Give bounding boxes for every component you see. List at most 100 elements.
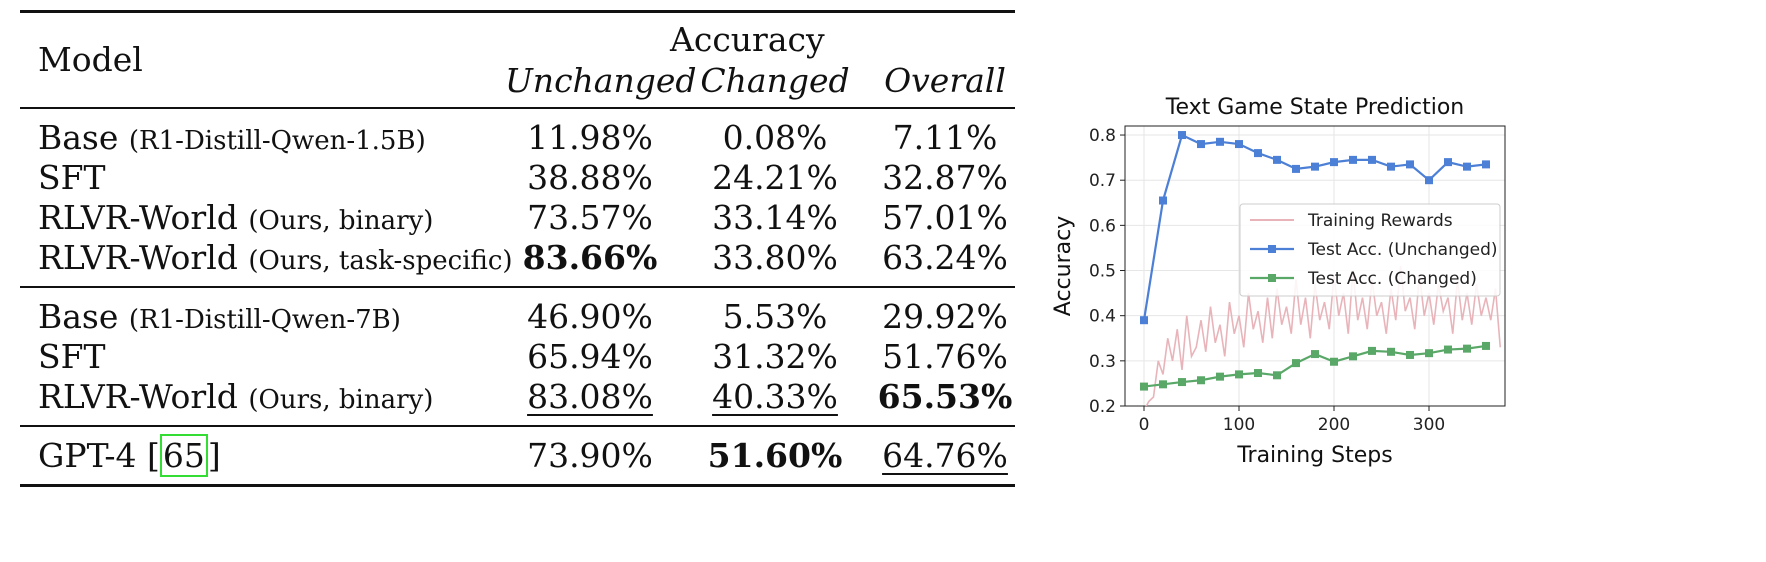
plot-frame (1124, 125, 1506, 407)
x-tick-label: 100 (1223, 415, 1255, 435)
legend-marker (1268, 245, 1276, 253)
table-cell-overall: 51.76% (882, 337, 1008, 376)
model-name: SFT (38, 158, 106, 197)
header-rule (20, 107, 1015, 109)
table-cell-unchanged: 38.88% (527, 158, 653, 197)
data-point-test-acc-unchanged (1159, 196, 1167, 205)
data-point-test-acc-unchanged (1292, 164, 1300, 173)
model-name: GPT-4 (38, 436, 147, 475)
data-point-test-acc-unchanged (1349, 155, 1357, 164)
table-cell-unchanged: 83.66% (522, 238, 658, 277)
results-table: Model Accuracy Unchanged Changed Overall Base… (20, 10, 1020, 490)
data-point-test-acc-unchanged (1482, 160, 1490, 169)
legend-label: Training Rewards (1307, 211, 1453, 231)
model-name: RLVR-World (38, 198, 238, 237)
table-cell-overall: 57.01% (882, 198, 1008, 237)
table-cell-unchanged: 73.90% (527, 436, 653, 475)
data-point-test-acc-changed (1406, 350, 1414, 359)
model-note: (Ours, binary) (248, 385, 434, 415)
top-rule (20, 10, 1015, 13)
data-point-test-acc-changed (1368, 346, 1376, 355)
column-header-unchanged: Unchanged (505, 61, 697, 100)
x-tick-label: 0 (1139, 415, 1150, 435)
data-point-test-acc-changed (1292, 359, 1300, 368)
table-row-model: SFT (38, 340, 106, 373)
data-point-test-acc-unchanged (1368, 155, 1376, 164)
y-tick-label: 0.6 (1089, 216, 1116, 236)
legend-box (1239, 203, 1501, 297)
model-name: Base (38, 297, 119, 336)
table-cell-overall: 63.24% (882, 238, 1008, 277)
series-line-training-rewards (1145, 265, 1502, 406)
data-point-test-acc-changed (1349, 352, 1357, 361)
table-cell-unchanged: 11.98% (527, 118, 653, 157)
table-cell-unchanged: 65.94% (527, 337, 653, 376)
table-row-model: Base (R1-Distill-Qwen-7B) (38, 300, 401, 333)
table-cell-changed: 5.53% (722, 297, 828, 336)
data-point-test-acc-unchanged (1197, 140, 1205, 149)
data-point-test-acc-changed (1330, 357, 1338, 366)
y-tick-label: 0.2 (1089, 397, 1116, 417)
model-note: (Ours, binary) (248, 206, 434, 236)
data-point-test-acc-changed (1140, 382, 1148, 391)
table-cell-overall: 7.11% (892, 118, 998, 157)
table-cell-changed: 31.32% (712, 337, 838, 376)
data-point-test-acc-unchanged (1235, 140, 1243, 149)
data-point-test-acc-unchanged (1463, 162, 1471, 171)
data-point-test-acc-unchanged (1273, 155, 1281, 164)
y-tick-label: 0.4 (1089, 307, 1116, 327)
legend-label: Test Acc. (Unchanged) (1307, 240, 1498, 260)
data-point-test-acc-changed (1444, 345, 1452, 354)
model-name: RLVR-World (38, 238, 238, 277)
table-cell-changed: 0.08% (722, 118, 828, 157)
data-point-test-acc-changed (1273, 371, 1281, 380)
table-cell-overall: 64.76% (882, 436, 1008, 475)
y-axis-label: Accuracy (1051, 216, 1076, 316)
x-tick-label: 300 (1413, 415, 1445, 435)
data-point-test-acc-unchanged (1387, 162, 1395, 171)
column-header-overall: Overall (884, 61, 1006, 100)
table-row-model: Base (R1-Distill-Qwen-1.5B) (38, 121, 426, 154)
data-point-test-acc-unchanged (1425, 176, 1433, 185)
table-cell-unchanged: 46.90% (527, 297, 653, 336)
table-row-model: RLVR-World (Ours, binary) (38, 201, 433, 234)
table-row-model: SFT (38, 161, 106, 194)
table-cell-unchanged: 73.57% (527, 198, 653, 237)
table-row-model: RLVR-World (Ours, task-specific) (38, 241, 513, 274)
model-note: (R1-Distill-Qwen-1.5B) (128, 126, 426, 156)
data-point-test-acc-changed (1216, 372, 1224, 381)
data-point-test-acc-changed (1159, 380, 1167, 389)
data-point-test-acc-changed (1197, 376, 1205, 385)
data-point-test-acc-unchanged (1254, 149, 1262, 158)
table-cell-changed: 33.14% (712, 198, 838, 237)
table-cell-changed: 40.33% (712, 377, 838, 416)
y-tick-label: 0.5 (1089, 262, 1116, 282)
model-name: SFT (38, 337, 106, 376)
data-point-test-acc-changed (1387, 347, 1395, 356)
table-cell-changed: 51.60% (707, 436, 843, 475)
table-cell-overall: 32.87% (882, 158, 1008, 197)
column-header-changed: Changed (700, 61, 850, 100)
citation-link[interactable]: 65 (159, 434, 208, 477)
model-name: Base (38, 118, 119, 157)
model-note: (Ours, task-specific) (248, 246, 513, 276)
legend-marker (1268, 274, 1276, 282)
model-name: RLVR-World (38, 377, 238, 416)
data-point-test-acc-changed (1482, 341, 1490, 350)
data-point-test-acc-changed (1254, 369, 1262, 378)
y-tick-label: 0.8 (1089, 126, 1116, 146)
data-point-test-acc-unchanged (1311, 162, 1319, 171)
table-cell-changed: 33.80% (712, 238, 838, 277)
x-tick-label: 200 (1318, 415, 1350, 435)
legend-label: Test Acc. (Changed) (1307, 269, 1477, 289)
data-point-test-acc-changed (1178, 378, 1186, 387)
data-point-test-acc-changed (1425, 349, 1433, 358)
data-point-test-acc-unchanged (1406, 160, 1414, 169)
y-tick-label: 0.7 (1089, 171, 1116, 191)
chart-title: Text Game State Prediction (1165, 95, 1465, 120)
data-point-test-acc-unchanged (1216, 137, 1224, 146)
accuracy-chart-svg: 0.2 0.3 0.4 0.5 0.6 0.7 0.8 0 100 200 300 Text Game… (1051, 95, 1506, 468)
model-note: (R1-Distill-Qwen-7B) (128, 305, 401, 335)
group-rule-2 (20, 425, 1015, 427)
x-axis-label: Training Steps (1236, 443, 1392, 468)
